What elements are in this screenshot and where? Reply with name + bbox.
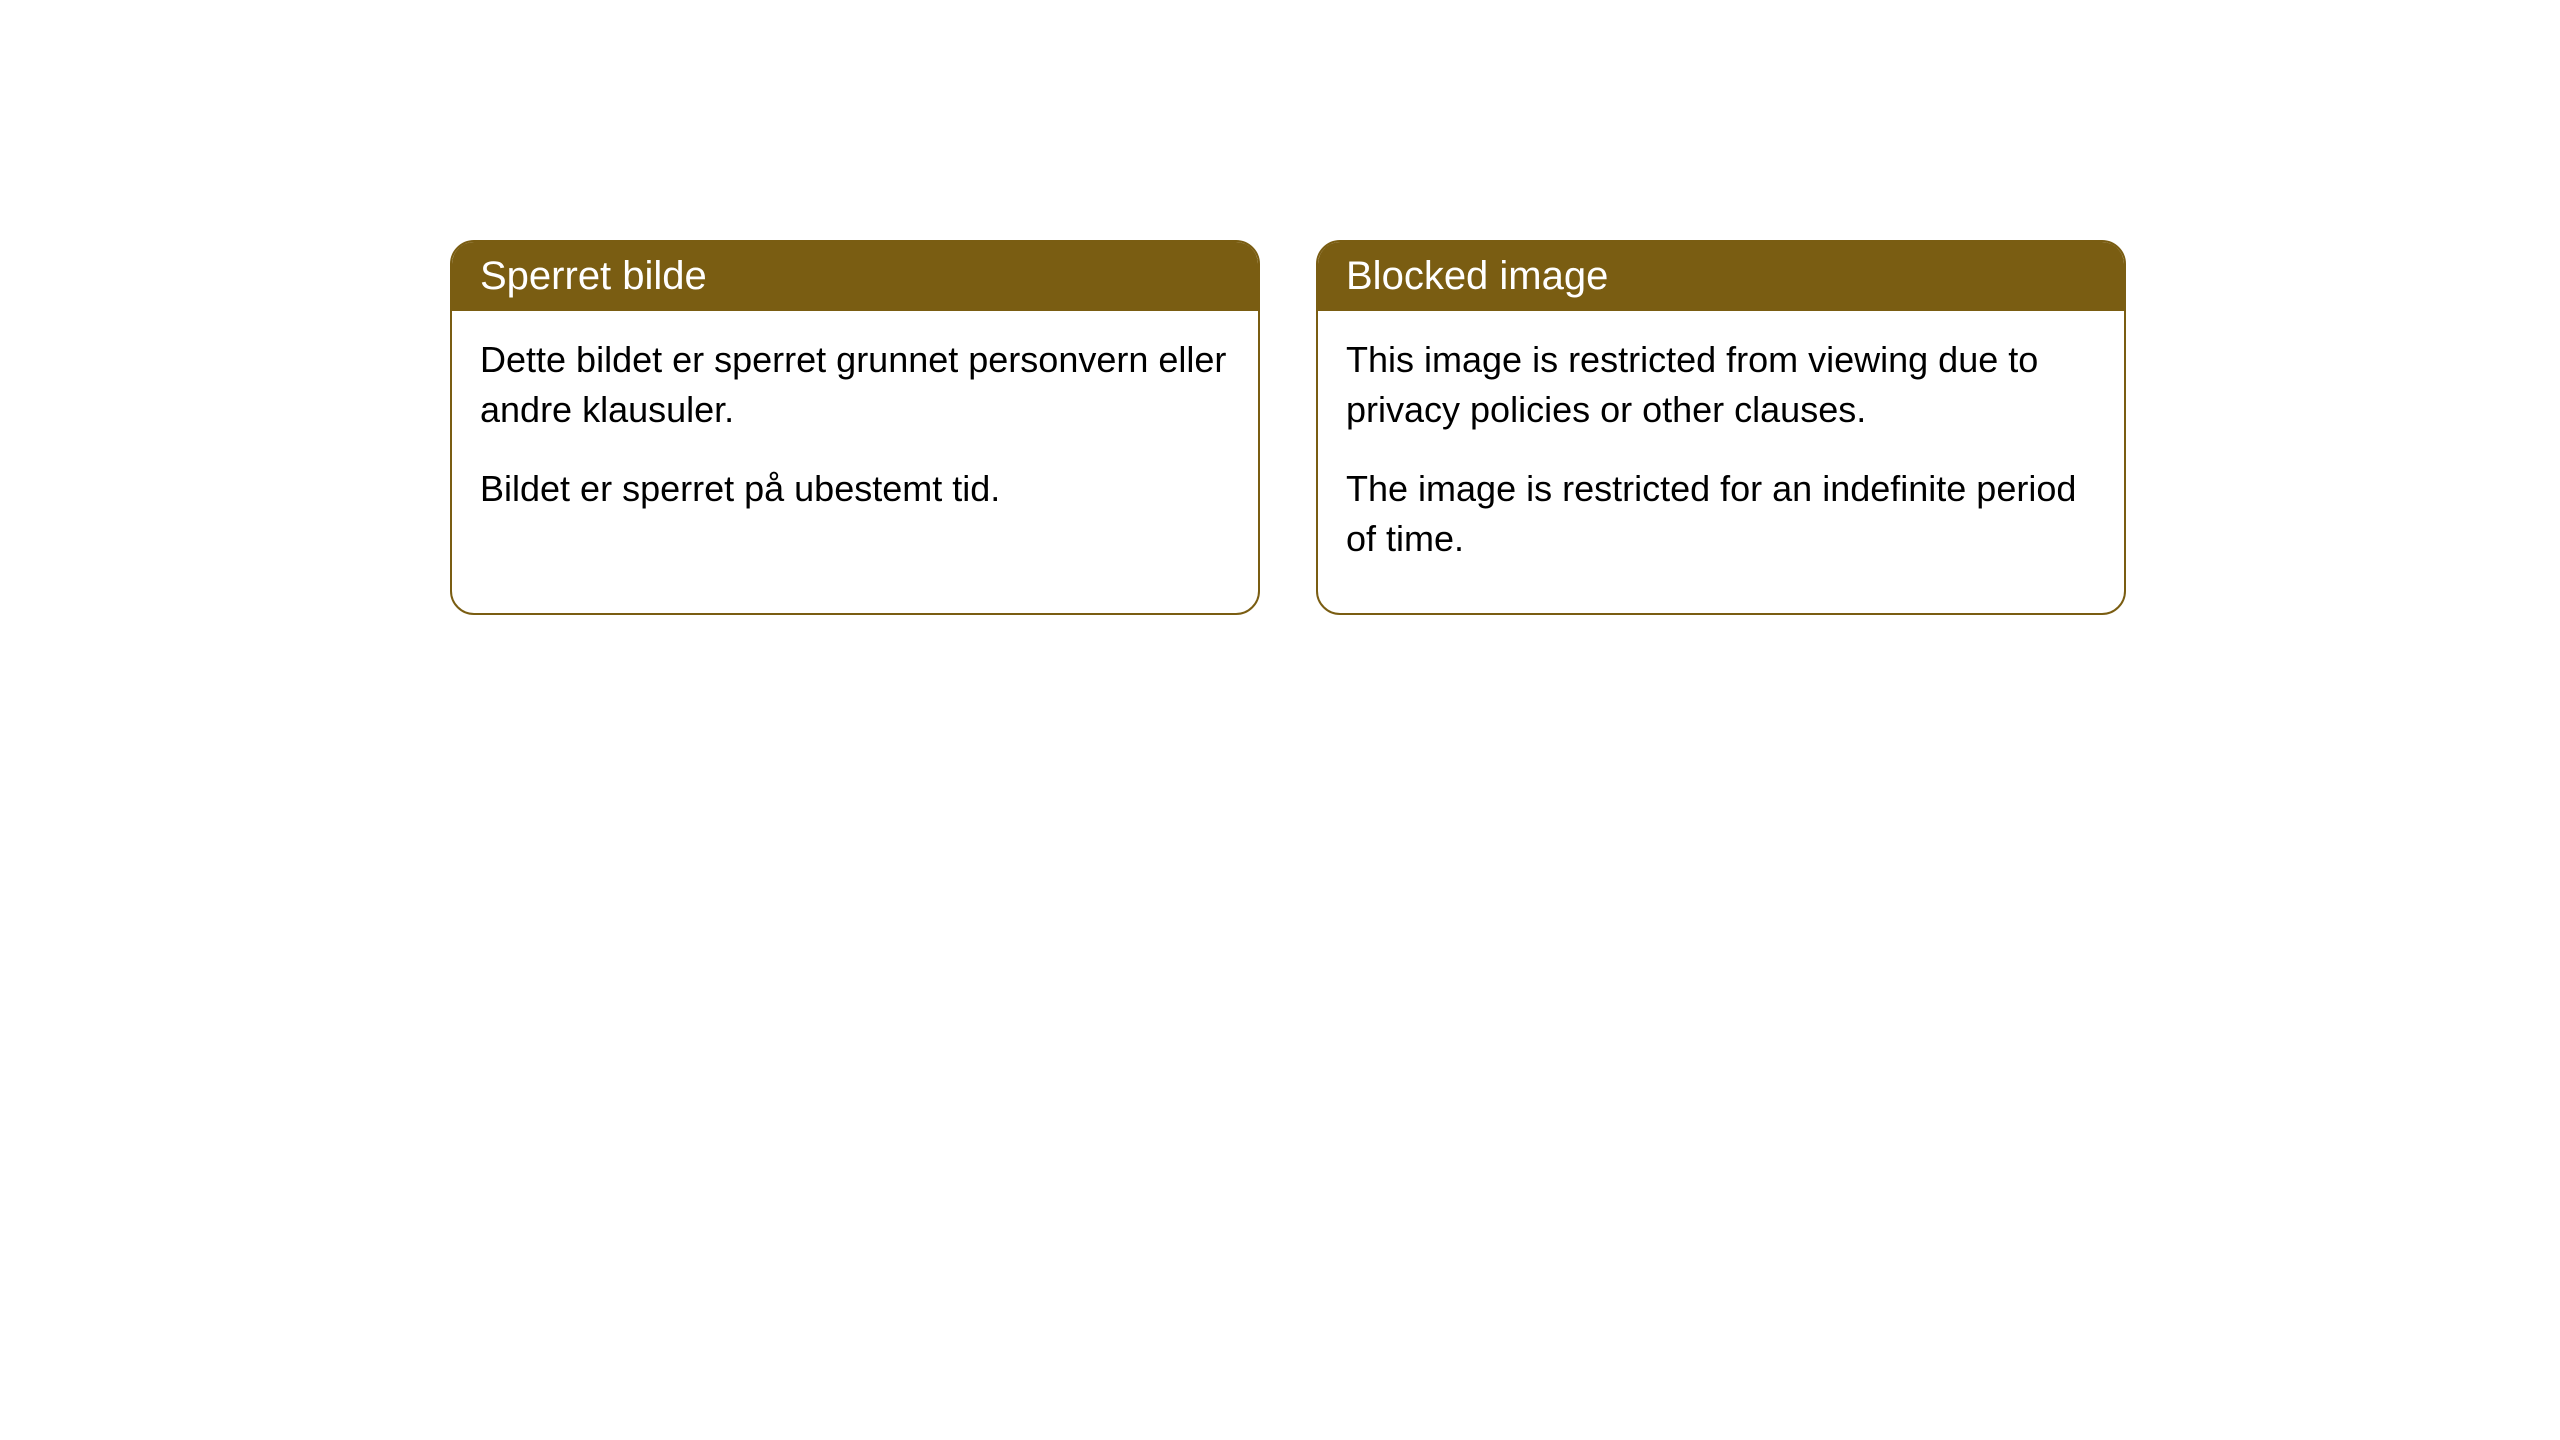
- card-paragraph: This image is restricted from viewing du…: [1346, 335, 2096, 436]
- card-title: Sperret bilde: [480, 254, 707, 298]
- card-header: Sperret bilde: [452, 242, 1258, 311]
- card-paragraph: Dette bildet er sperret grunnet personve…: [480, 335, 1230, 436]
- notice-cards-container: Sperret bilde Dette bildet er sperret gr…: [450, 240, 2126, 615]
- card-header: Blocked image: [1318, 242, 2124, 311]
- card-body: This image is restricted from viewing du…: [1318, 311, 2124, 613]
- card-paragraph: The image is restricted for an indefinit…: [1346, 464, 2096, 565]
- card-body: Dette bildet er sperret grunnet personve…: [452, 311, 1258, 562]
- card-title: Blocked image: [1346, 254, 1608, 298]
- card-paragraph: Bildet er sperret på ubestemt tid.: [480, 464, 1230, 514]
- blocked-image-card-norwegian: Sperret bilde Dette bildet er sperret gr…: [450, 240, 1260, 615]
- blocked-image-card-english: Blocked image This image is restricted f…: [1316, 240, 2126, 615]
